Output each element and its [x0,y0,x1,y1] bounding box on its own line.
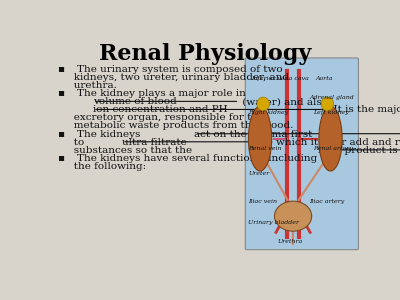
Ellipse shape [248,106,272,171]
Text: final product is urine.: final product is urine. [318,146,400,155]
Text: to which it later add and remove: to which it later add and remove [259,138,400,147]
Text: Renal artery: Renal artery [313,146,353,151]
Text: Iliac vein: Iliac vein [248,199,277,204]
Text: Inferior vena cava: Inferior vena cava [251,76,309,81]
Text: The kidneys: The kidneys [77,130,144,139]
Text: urethra.: urethra. [64,81,116,90]
Text: ▪: ▪ [58,89,68,98]
Text: Left kidney: Left kidney [313,110,349,115]
Text: . It is the major: . It is the major [327,105,400,114]
Text: The urinary system is composed of two: The urinary system is composed of two [77,65,283,74]
Text: volume of blood: volume of blood [93,97,177,106]
Text: ▪: ▪ [58,130,68,139]
Text: act on the plasma first: act on the plasma first [194,130,313,139]
Text: Right kidney: Right kidney [248,110,288,115]
Text: ▪: ▪ [58,154,68,163]
Text: Aorta: Aorta [315,76,332,81]
Ellipse shape [321,97,334,111]
Text: ▪: ▪ [58,65,68,74]
Text: Ureter: Ureter [248,171,269,176]
Ellipse shape [257,97,269,111]
Text: (water) and also: (water) and also [240,97,332,106]
Text: Adrenal gland: Adrenal gland [310,95,354,100]
Text: to: to [64,138,87,147]
Text: ion concentration and PH: ion concentration and PH [93,105,228,114]
Ellipse shape [319,106,342,171]
FancyBboxPatch shape [245,58,358,250]
Text: Iliac artery: Iliac artery [310,199,345,204]
Text: Renal vein: Renal vein [248,146,282,151]
Text: kidneys, two ureter, urinary bladder, and: kidneys, two ureter, urinary bladder, an… [64,73,289,82]
Text: Urinary bladder: Urinary bladder [248,220,299,225]
Text: the following:: the following: [64,162,146,171]
Text: metabolic waste products from the blood.: metabolic waste products from the blood. [64,122,293,130]
Text: The kidneys have several functions, including: The kidneys have several functions, incl… [77,154,318,163]
Text: Urethra: Urethra [278,239,303,244]
Ellipse shape [274,201,312,231]
Text: ultra filtrate: ultra filtrate [122,138,187,147]
Text: substances so that the: substances so that the [64,146,195,155]
Text: The kidney plays a major role in: The kidney plays a major role in [77,89,250,98]
Text: Renal Physiology: Renal Physiology [99,43,311,65]
Text: excretory organ, responsible for the: excretory organ, responsible for the [64,113,267,122]
